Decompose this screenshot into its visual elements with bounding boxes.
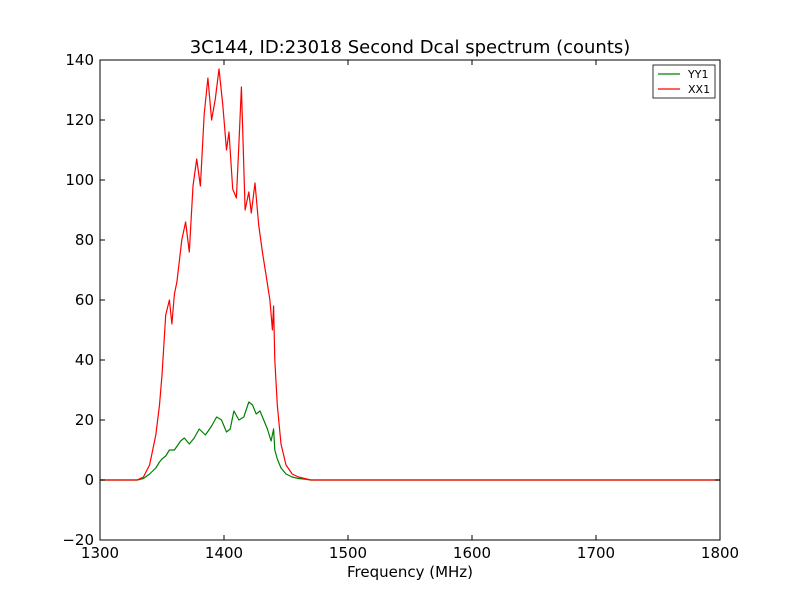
x-tick-label: 1700 — [577, 544, 615, 562]
legend-label-xx1: XX1 — [688, 83, 710, 96]
y-tick-label: 100 — [65, 171, 94, 189]
legend-label-yy1: YY1 — [687, 68, 708, 81]
series-line-xx1 — [100, 68, 720, 481]
x-tick-label: 1500 — [329, 544, 367, 562]
series-layer — [100, 68, 720, 481]
y-tick-label: −20 — [62, 531, 94, 549]
x-tick-label: 1600 — [453, 544, 491, 562]
y-tick-label: 140 — [65, 51, 94, 69]
x-tick-label: 1300 — [81, 544, 119, 562]
x-tick-label: 1400 — [205, 544, 243, 562]
y-tick-label: 60 — [75, 291, 94, 309]
y-tick-label: 0 — [84, 471, 94, 489]
series-line-yy1 — [100, 401, 720, 481]
x-axis-label: Frequency (MHz) — [347, 563, 473, 581]
y-tick-label: 120 — [65, 111, 94, 129]
legend-box — [652, 64, 716, 99]
x-tick-label: 1800 — [701, 544, 739, 562]
y-tick-label: 40 — [75, 351, 94, 369]
chart-title: 3C144, ID:23018 Second Dcal spectrum (co… — [190, 37, 631, 58]
y-tick-label: 80 — [75, 231, 94, 249]
y-tick-label: 20 — [75, 411, 94, 429]
ticks-layer: 1300 1400 1500 1600 1700 1800 −20 0 20 40 60 80 100 1… — [62, 51, 739, 562]
plot-frame — [99, 59, 721, 541]
